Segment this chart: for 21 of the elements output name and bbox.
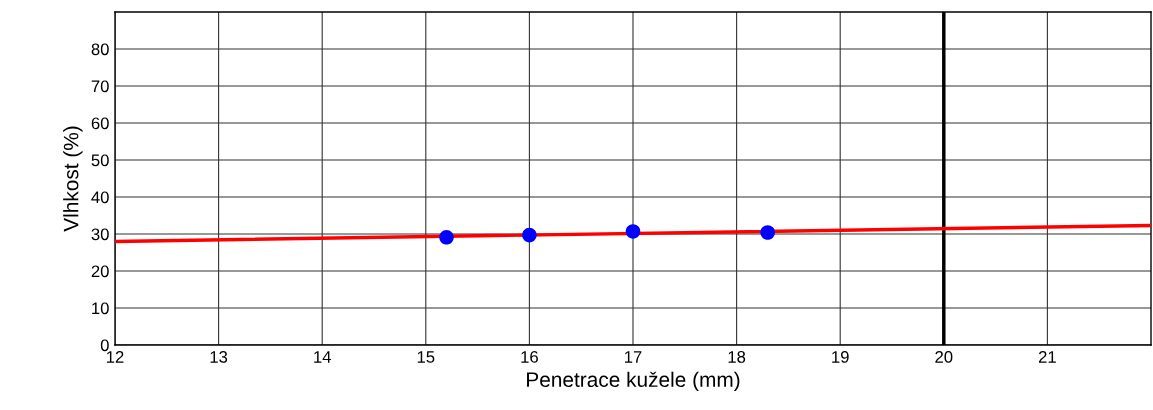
y-tick-label: 70 — [91, 80, 109, 93]
x-tick-label: 15 — [417, 351, 435, 363]
y-tick-label: 60 — [91, 117, 109, 130]
x-tick-label: 19 — [832, 351, 849, 363]
y-tick-label: 0 — [100, 339, 109, 352]
x-tick-label: 14 — [314, 351, 331, 363]
x-tick-label: 13 — [210, 351, 228, 363]
x-axis-title: Penetrace kužele (mm) — [527, 371, 740, 392]
x-tick-label: 16 — [521, 351, 538, 363]
y-tick-label: 30 — [91, 228, 109, 241]
y-axis-title: Vlhkost (%) — [63, 126, 83, 232]
y-tick-label: 80 — [91, 43, 109, 56]
y-tick-label: 40 — [91, 191, 109, 204]
x-tick-label: 17 — [625, 351, 642, 363]
y-tick-label: 50 — [91, 154, 109, 167]
x-tick-label: 18 — [728, 351, 746, 363]
x-tick-label: 20 — [935, 351, 953, 363]
y-tick-label: 10 — [92, 302, 109, 315]
x-tick-label: 21 — [1038, 351, 1056, 363]
x-tick-label: 12 — [107, 351, 124, 363]
y-tick-label: 20 — [91, 265, 109, 278]
